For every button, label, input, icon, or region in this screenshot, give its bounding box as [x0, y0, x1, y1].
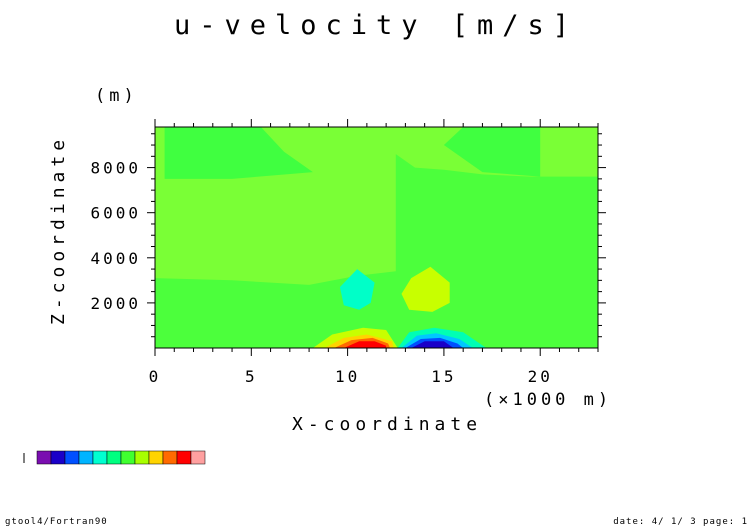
colorbar-swatch [148, 450, 164, 465]
x-axis-unit: (×1000 m) [484, 390, 613, 410]
y-tick-label: 8000 [90, 159, 141, 178]
colorbar-swatch [190, 450, 206, 465]
chart-title: u-velocity [m/s] [173, 10, 579, 41]
colorbar-swatch [106, 450, 122, 465]
x-axis-label: X-coordinate [292, 414, 483, 435]
footer-program: gtool4/Fortran90 [5, 517, 108, 527]
colorbar [23, 450, 206, 465]
colorbar-swatch [162, 450, 178, 465]
contour-region-medium-green [443, 127, 541, 177]
colorbar-swatch [78, 450, 94, 465]
x-tick-label: 5 [245, 367, 258, 386]
y-tick-label: 2000 [90, 294, 141, 313]
colorbar-swatch [64, 450, 80, 465]
contour-region-red [343, 341, 387, 348]
axes: 0 5 10 15 20 2000 4000 6000 8000 [90, 119, 606, 386]
x-tick-label: 15 [431, 367, 456, 386]
colorbar-swatch [92, 450, 108, 465]
x-tick-label: 10 [335, 367, 360, 386]
plot-area [155, 127, 598, 348]
y-tick-label: 6000 [90, 204, 141, 223]
x-tick-label: 20 [528, 367, 553, 386]
x-tick-label: 0 [149, 367, 162, 386]
contour-region-yellow-green [401, 266, 450, 312]
footer-date: date: 4/ 1/ 3 page: 1 [613, 517, 748, 527]
contour-region-dark-blue [411, 341, 454, 348]
colorbar-swatch [36, 450, 52, 465]
colorbar-swatch [134, 450, 150, 465]
colorbar-swatch [50, 450, 66, 465]
contour-region-medium-green [164, 127, 313, 179]
y-tick-label: 4000 [90, 249, 141, 268]
plot-frame [154, 126, 599, 349]
colorbar-swatch [176, 450, 192, 465]
colorbar-swatch [120, 450, 136, 465]
contour-region-cyan [339, 269, 375, 310]
y-axis-unit: (m) [95, 86, 138, 106]
